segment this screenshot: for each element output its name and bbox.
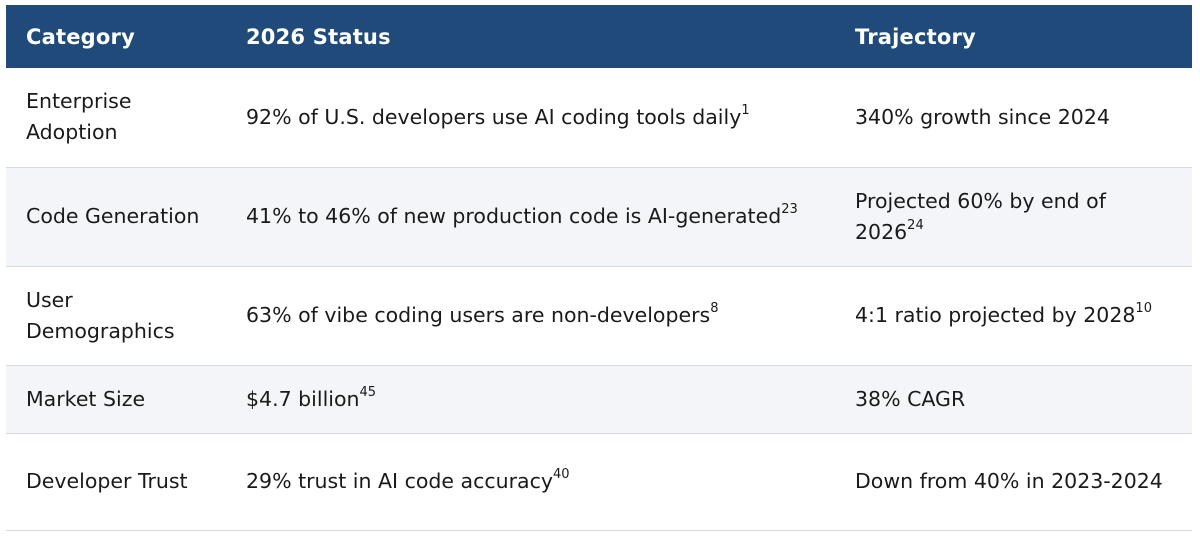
header-status: 2026 Status bbox=[246, 24, 391, 49]
footnote-ref[interactable]: 10 bbox=[1135, 301, 1152, 317]
trajectory-text: 4:1 ratio projected by 2028 bbox=[855, 303, 1136, 327]
trajectory-text: 38% CAGR bbox=[855, 386, 966, 411]
table-row: Enterprise Adoption 92% of U.S. develope… bbox=[6, 68, 1192, 167]
cell-category: User Demographics bbox=[6, 266, 226, 365]
cell-status: $4.7 billion45 bbox=[226, 365, 835, 433]
status-text: $4.7 billion bbox=[246, 386, 360, 411]
table-body: Enterprise Adoption 92% of U.S. develope… bbox=[6, 68, 1192, 530]
table-row: Developer Trust 29% trust in AI code acc… bbox=[6, 433, 1192, 530]
footnote-ref[interactable]: 45 bbox=[359, 384, 377, 400]
stats-table-container: Category 2026 Status Trajectory Enterpri… bbox=[6, 5, 1192, 531]
footnote-ref[interactable]: 40 bbox=[553, 467, 570, 483]
status-text: 29% trust in AI code accuracy bbox=[246, 469, 554, 493]
category-text: Developer Trust bbox=[26, 469, 188, 493]
table-row: Code Generation 41% to 46% of new produc… bbox=[6, 167, 1192, 266]
footnote-ref[interactable]: 8 bbox=[710, 301, 719, 317]
cell-trajectory: 340% growth since 2024 bbox=[835, 68, 1192, 167]
trajectory-text: 340% growth since 2024 bbox=[855, 104, 1110, 129]
cell-category: Enterprise Adoption bbox=[6, 68, 226, 167]
footnote-ref[interactable]: 23 bbox=[781, 202, 798, 218]
category-text: User Demographics bbox=[26, 287, 175, 343]
trajectory-text: Projected 60% by end of 2026 bbox=[855, 188, 1106, 244]
cell-trajectory: Projected 60% by end of 202624 bbox=[835, 167, 1192, 266]
table-row: Market Size $4.7 billion45 38% CAGR bbox=[6, 365, 1192, 433]
cell-trajectory: 38% CAGR bbox=[835, 365, 1192, 433]
footnote-ref[interactable]: 1 bbox=[741, 102, 750, 118]
table-row: User Demographics 63% of vibe coding use… bbox=[6, 266, 1192, 365]
cell-category: Developer Trust bbox=[6, 433, 226, 530]
status-text: 92% of U.S. developers use AI coding too… bbox=[246, 104, 742, 129]
category-text: Code Generation bbox=[26, 204, 200, 228]
footnote-ref[interactable]: 24 bbox=[907, 217, 924, 233]
cell-trajectory: 4:1 ratio projected by 202810 bbox=[835, 266, 1192, 365]
stats-table: Category 2026 Status Trajectory Enterpri… bbox=[6, 5, 1192, 531]
status-text: 63% of vibe coding users are non-develop… bbox=[246, 303, 711, 327]
status-text: 41% to 46% of new production code is AI-… bbox=[246, 204, 782, 228]
cell-status: 29% trust in AI code accuracy40 bbox=[226, 433, 835, 530]
cell-status: 41% to 46% of new production code is AI-… bbox=[226, 167, 835, 266]
category-text: Market Size bbox=[26, 386, 146, 411]
cell-category: Market Size bbox=[6, 365, 226, 433]
table-header: Category 2026 Status Trajectory bbox=[6, 5, 1192, 68]
header-trajectory: Trajectory bbox=[855, 24, 976, 49]
category-text: Enterprise Adoption bbox=[26, 89, 132, 145]
trajectory-text: Down from 40% in 2023-2024 bbox=[855, 469, 1163, 493]
cell-trajectory: Down from 40% in 2023-2024 bbox=[835, 433, 1192, 530]
header-row: Category 2026 Status Trajectory bbox=[6, 5, 1192, 68]
header-category: Category bbox=[26, 24, 135, 49]
cell-category: Code Generation bbox=[6, 167, 226, 266]
cell-status: 92% of U.S. developers use AI coding too… bbox=[226, 68, 835, 167]
cell-status: 63% of vibe coding users are non-develop… bbox=[226, 266, 835, 365]
